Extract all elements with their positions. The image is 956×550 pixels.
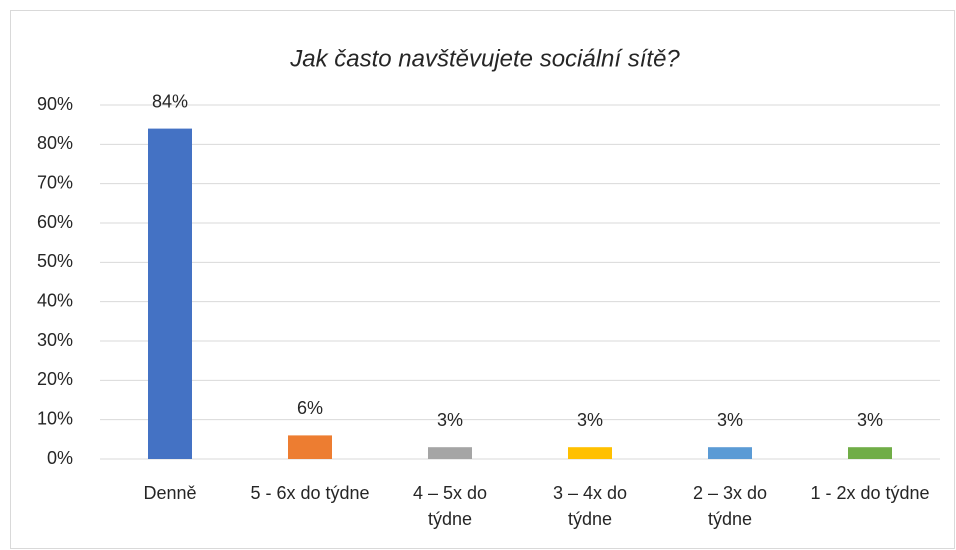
chart-title: Jak často navštěvujete sociální sítě? (289, 45, 680, 72)
data-label: 6% (297, 398, 323, 418)
x-tick-label: 5 - 6x do týdne (250, 483, 370, 503)
y-tick-label: 70% (37, 172, 73, 192)
x-tick-label: 4 – 5x do týdne (412, 483, 488, 529)
x-tick-label: 2 – 3x do týdne (692, 483, 768, 529)
x-tick-label: 3 – 4x do týdne (552, 483, 628, 529)
y-tick-label: 50% (37, 251, 73, 271)
y-tick-label: 10% (37, 408, 73, 428)
bar (708, 447, 752, 459)
bar (848, 447, 892, 459)
y-tick-label: 40% (37, 290, 73, 310)
x-tick-label: 1 - 2x do týdne (810, 483, 930, 503)
y-tick-label: 90% (37, 94, 73, 114)
y-tick-label: 60% (37, 212, 73, 232)
y-tick-label: 80% (37, 133, 73, 153)
y-tick-label: 30% (37, 330, 73, 350)
data-label: 3% (717, 410, 743, 430)
bar (428, 447, 472, 459)
x-tick-label: Denně (143, 483, 197, 503)
data-label: 3% (437, 410, 463, 430)
y-tick-label: 20% (37, 369, 73, 389)
data-label: 3% (577, 410, 603, 430)
data-label: 3% (857, 410, 883, 430)
data-label: 84% (152, 91, 188, 111)
bar (568, 447, 612, 459)
y-tick-label: 0% (47, 448, 73, 468)
bar (288, 435, 332, 459)
bar (148, 128, 192, 459)
